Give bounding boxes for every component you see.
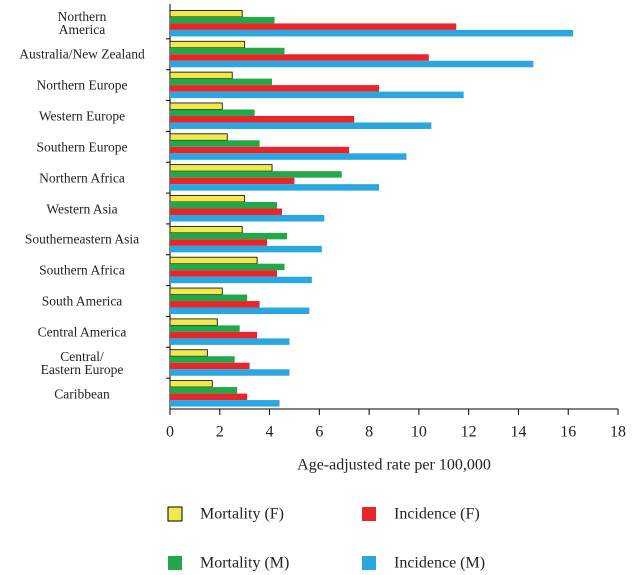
legend-label: Mortality (M): [200, 555, 289, 572]
bar: [169, 318, 218, 326]
bar: [169, 71, 233, 80]
bar: [170, 85, 380, 92]
bar: [170, 307, 310, 315]
bar: [170, 245, 322, 253]
y-tick-label: Northern America: [57, 9, 107, 38]
bar: [170, 294, 248, 302]
y-tick-label: Southerneastern Asia: [24, 231, 140, 247]
bar: [169, 380, 213, 388]
bar: [170, 338, 290, 345]
bar: [170, 301, 260, 308]
bar: [169, 40, 246, 49]
bar: [169, 133, 228, 141]
bar: [170, 325, 240, 332]
legend-swatch: [362, 556, 376, 570]
bar: [169, 287, 223, 295]
bar: [169, 164, 273, 172]
bar: [170, 171, 342, 178]
y-tick-label: Northern Europe: [36, 77, 128, 93]
bar: [169, 195, 246, 203]
bar: [170, 400, 280, 407]
y-tick-label: South America: [41, 293, 123, 309]
bar: [170, 369, 290, 376]
bar: [170, 29, 574, 37]
y-tick-label: Caribbean: [54, 386, 110, 402]
bar: [170, 202, 278, 209]
bar: [170, 362, 250, 370]
bar: [170, 270, 278, 277]
bar: [169, 102, 223, 110]
bar: [170, 146, 350, 154]
bar: [170, 54, 429, 61]
legend-label: Incidence (M): [394, 555, 485, 572]
bar: [170, 91, 464, 99]
legend-swatch: [168, 556, 182, 570]
x-tick-label: 14: [510, 424, 526, 441]
legend-swatch: [167, 506, 183, 522]
x-tick-label: 4: [266, 424, 274, 441]
bar: [170, 387, 238, 394]
bar: [169, 349, 208, 357]
bar: [170, 356, 235, 363]
legend-swatch: [362, 507, 376, 521]
x-tick-label: 2: [216, 424, 224, 441]
y-tick-label: Central/ Eastern Europe: [40, 348, 124, 377]
x-tick-label: 12: [461, 424, 477, 441]
y-tick-label: Southern Africa: [39, 262, 125, 278]
bar: [170, 208, 282, 215]
y-tick-label: Central America: [37, 324, 127, 340]
bar: [170, 16, 275, 24]
bar: [170, 115, 355, 123]
y-tick-label: Southern Europe: [36, 139, 128, 155]
legend-label: Incidence (F): [394, 506, 480, 523]
bar: [169, 225, 243, 234]
bar: [170, 140, 260, 147]
bar: [170, 23, 457, 30]
bar: [170, 122, 432, 129]
bar: [170, 78, 273, 86]
legend-label: Mortality (F): [200, 506, 284, 523]
y-tick-label: Australia/New Zealand: [19, 46, 145, 62]
bar: [170, 263, 285, 271]
x-tick-label: 16: [560, 424, 576, 441]
y-tick-label: Western Asia: [46, 201, 118, 216]
x-tick-label: 18: [610, 424, 626, 441]
bar: [169, 10, 243, 18]
x-tick-label: 8: [365, 424, 373, 441]
y-tick-label: Northern Africa: [39, 170, 125, 186]
y-tick-label: Western Europe: [38, 108, 126, 124]
x-tick-label: 10: [411, 424, 427, 441]
x-tick-label: 6: [315, 424, 323, 441]
bar: [170, 153, 407, 160]
bar: [170, 232, 287, 240]
bar: [170, 47, 285, 55]
bar: [170, 331, 258, 339]
x-tick-label: 0: [166, 424, 174, 441]
bar: [170, 215, 325, 222]
bar: [170, 239, 268, 246]
bar: [170, 184, 380, 191]
bar: [169, 256, 258, 265]
bar: [170, 60, 534, 68]
x-axis-label: Age-adjusted rate per 100,000: [297, 457, 491, 474]
bar: [170, 276, 312, 284]
bar: [170, 177, 295, 185]
bar: [170, 109, 255, 116]
bar: [170, 393, 248, 401]
